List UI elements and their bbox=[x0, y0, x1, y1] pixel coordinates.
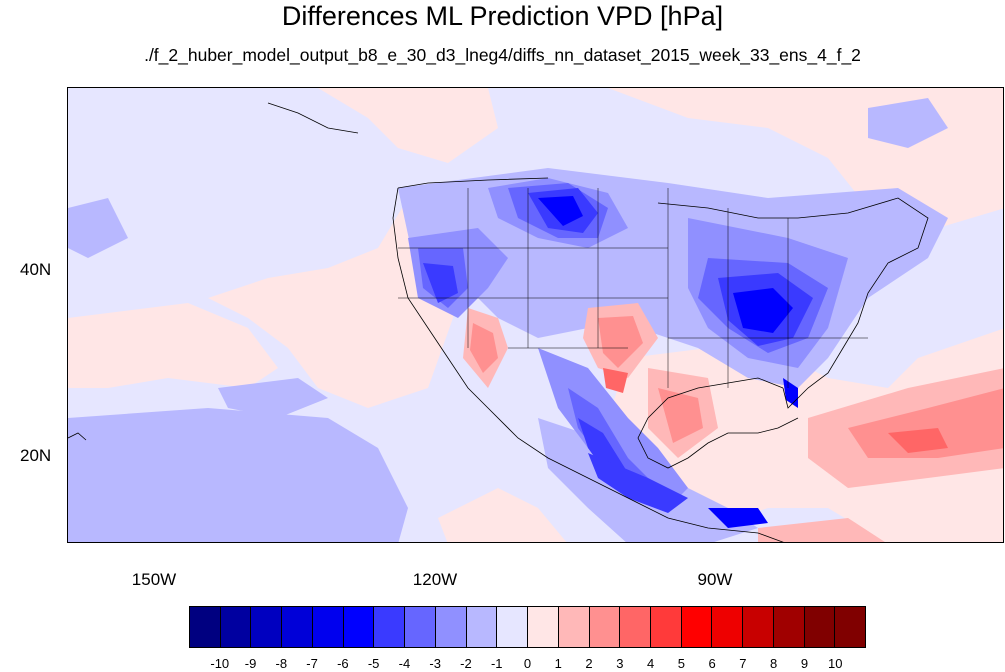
colorbar-swatch bbox=[405, 607, 436, 647]
land-positive-3 bbox=[470, 316, 1003, 458]
colorbar-swatch bbox=[558, 607, 590, 647]
colorbar-tick-label: -5 bbox=[367, 656, 380, 671]
colorbar-tick-label: 0 bbox=[523, 656, 532, 671]
colorbar-swatch bbox=[251, 607, 283, 647]
colorbar bbox=[189, 606, 866, 648]
colorbar-swatch bbox=[804, 607, 836, 647]
colorbar-swatch bbox=[312, 607, 344, 647]
lon-tick-label: 90W bbox=[697, 570, 733, 589]
colorbar-tick-label: 8 bbox=[770, 656, 778, 671]
colorbar-tick-label: -2 bbox=[460, 656, 472, 671]
colorbar-tick-label: 1 bbox=[554, 656, 562, 671]
colorbar-tick-label: 5 bbox=[677, 656, 685, 671]
map-panel bbox=[67, 87, 1004, 543]
colorbar-tick-label: 9 bbox=[800, 656, 809, 671]
colorbar-tick-label: -6 bbox=[337, 656, 349, 671]
colorbar-tick-label: -3 bbox=[429, 656, 441, 671]
colorbar-swatch bbox=[835, 607, 866, 647]
colorbar-swatch bbox=[435, 607, 467, 647]
colorbar-swatch bbox=[620, 607, 652, 647]
colorbar-tick-label: -8 bbox=[275, 656, 288, 671]
vpd-difference-map bbox=[68, 88, 1003, 542]
colorbar-swatch bbox=[681, 607, 713, 647]
land-positive-4 bbox=[603, 368, 948, 453]
colorbar-tick-label: 7 bbox=[739, 656, 747, 671]
colorbar-swatch bbox=[190, 607, 221, 647]
colorbar-swatch bbox=[528, 607, 559, 647]
lat-tick-label: 40N bbox=[20, 260, 52, 279]
colorbar-swatch bbox=[651, 607, 682, 647]
colorbar-swatch bbox=[589, 607, 621, 647]
state-borders bbox=[398, 188, 868, 388]
colorbar-swatch bbox=[743, 607, 774, 647]
colorbar-tick-label: -4 bbox=[398, 656, 411, 671]
lat-tick-label: 20N bbox=[20, 446, 52, 465]
colorbar-swatch bbox=[343, 607, 375, 647]
colorbar-tick-label: -9 bbox=[244, 656, 257, 671]
colorbar-tick-label: 10 bbox=[827, 656, 843, 671]
negative-anomaly-light bbox=[68, 98, 948, 542]
colorbar-tick-label: -10 bbox=[210, 656, 230, 671]
colorbar-tick-label: -7 bbox=[306, 656, 318, 671]
colorbar-tick-label: -1 bbox=[490, 656, 503, 671]
colorbar-swatch bbox=[282, 607, 313, 647]
colorbar-swatch bbox=[220, 607, 252, 647]
map-title: Differences ML Prediction VPD [hPa] bbox=[281, 1, 724, 31]
colorbar-tick-label: 6 bbox=[708, 656, 716, 671]
colorbar-swatch bbox=[497, 607, 529, 647]
colorbar-swatch bbox=[466, 607, 498, 647]
colorbar-swatch bbox=[712, 607, 744, 647]
map-subtitle: ./f_2_huber_model_output_b8_e_30_d3_lneg… bbox=[144, 45, 861, 65]
colorbar-swatch bbox=[374, 607, 406, 647]
lon-tick-label: 150W bbox=[131, 570, 177, 589]
land-negative-5 bbox=[538, 196, 798, 528]
colorbar-tick-label: 3 bbox=[616, 656, 624, 671]
colorbar-swatch bbox=[773, 607, 805, 647]
coastlines bbox=[68, 102, 929, 542]
lon-tick-label: 120W bbox=[412, 570, 458, 589]
colorbar-tick-label: 2 bbox=[585, 656, 593, 671]
colorbar-tick-label: 4 bbox=[646, 656, 655, 671]
